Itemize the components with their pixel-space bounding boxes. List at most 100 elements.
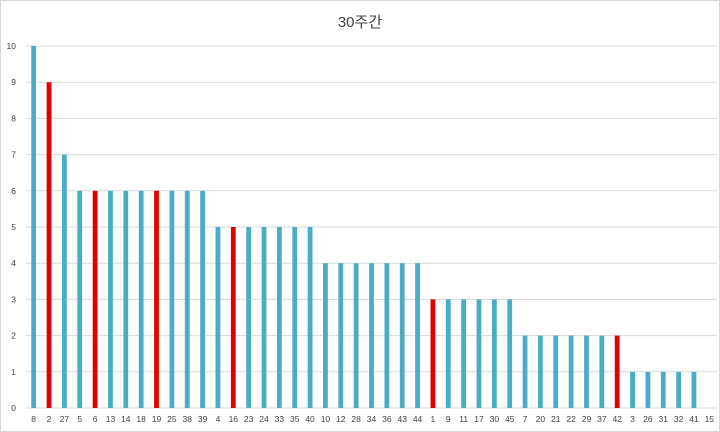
y-tick-label: 0 [11,403,16,413]
x-tick-label: 45 [505,414,515,424]
x-tick-label: 30 [490,414,500,424]
bar-7 [522,335,528,408]
bar-21 [553,335,559,408]
bar-8 [31,46,37,408]
bar-43 [399,263,405,408]
bar-10 [323,263,328,408]
bar-39 [200,190,205,408]
y-tick-label: 8 [11,113,16,123]
bar-25 [169,190,175,408]
bar-36 [384,263,390,408]
y-tick-label: 7 [11,150,16,160]
x-tick-label: 6 [93,414,98,424]
x-tick-label: 7 [523,414,528,424]
bar-5 [77,190,83,408]
x-tick-label: 19 [152,414,162,424]
x-tick-label: 38 [182,414,192,424]
x-tick-label: 5 [77,414,82,424]
bar-31 [660,371,666,408]
bar-30 [491,299,497,408]
bar-2 [46,82,52,408]
bar-17 [476,299,482,408]
x-tick-label: 31 [659,414,669,424]
y-tick-label: 4 [11,258,16,268]
x-tick-label: 41 [689,414,699,424]
x-tick-label: 36 [382,414,392,424]
bar-9 [445,299,451,408]
x-tick-label: 35 [290,414,300,424]
bar-42 [614,335,620,408]
bar-12 [338,263,344,408]
x-tick-label: 16 [229,414,239,424]
bars [31,46,697,408]
bar-32 [676,371,682,408]
x-tick-label: 37 [597,414,607,424]
y-tick-label: 3 [11,294,16,304]
x-tick-label: 29 [582,414,592,424]
x-tick-label: 39 [198,414,208,424]
bar-28 [353,263,359,408]
x-tick-label: 22 [566,414,576,424]
y-tick-label: 6 [11,186,16,196]
x-tick-label: 24 [259,414,269,424]
x-tick-label: 43 [397,414,407,424]
x-tick-label: 14 [121,414,131,424]
bar-37 [599,335,605,408]
x-tick-label: 10 [321,414,331,424]
x-tick-label: 15 [705,414,715,424]
y-tick-label: 5 [11,222,16,232]
bar-6 [92,190,98,408]
bar-34 [369,263,374,408]
y-tick-label: 1 [11,367,16,377]
x-tick-label: 8 [31,414,36,424]
y-tick-label: 9 [11,77,16,87]
x-tick-label: 25 [167,414,177,424]
x-tick-label: 32 [674,414,684,424]
y-tick-label: 10 [7,41,17,51]
x-tick-label: 13 [106,414,116,424]
bar-35 [292,227,298,408]
bar-20 [538,335,543,408]
x-tick-label: 1 [431,414,436,424]
x-tick-label: 28 [351,414,361,424]
x-tick-label: 26 [643,414,653,424]
x-tick-label: 21 [551,414,561,424]
bar-44 [415,263,420,408]
bar-27 [61,154,67,408]
bar-3 [630,371,635,408]
x-tick-label: 34 [367,414,377,424]
bar-33 [276,227,282,408]
bar-19 [154,190,159,408]
x-tick-label: 27 [60,414,70,424]
y-tick-label: 2 [11,331,16,341]
x-tick-label: 17 [474,414,484,424]
bar-13 [108,190,113,408]
bar-11 [461,299,467,408]
bar-24 [261,227,267,408]
bar-18 [138,190,144,408]
bar-45 [507,299,513,408]
bar-26 [645,371,651,408]
y-axis-ticks: 0 1 2 3 4 5 6 7 8 9 10 [7,41,17,413]
x-tick-label: 11 [459,414,468,424]
bar-29 [584,335,589,408]
x-tick-label: 18 [136,414,146,424]
bar-14 [123,190,129,408]
x-axis-ticks: 8 2 27 5 6 13 14 18 19 25 38 39 4 16 23 24 33 35 40 10 12 28 3… [31,414,714,424]
bar-22 [568,335,574,408]
bar-41 [691,371,697,408]
x-tick-label: 3 [630,414,635,424]
x-tick-label: 44 [413,414,423,424]
x-tick-label: 33 [275,414,285,424]
bar-4 [215,227,221,408]
bar-38 [184,190,190,408]
bar-40 [307,227,313,408]
bar-1 [430,299,436,408]
x-tick-label: 2 [47,414,52,424]
bar-16 [230,227,236,408]
x-tick-label: 42 [612,414,622,424]
x-tick-label: 20 [536,414,546,424]
x-tick-label: 40 [305,414,315,424]
